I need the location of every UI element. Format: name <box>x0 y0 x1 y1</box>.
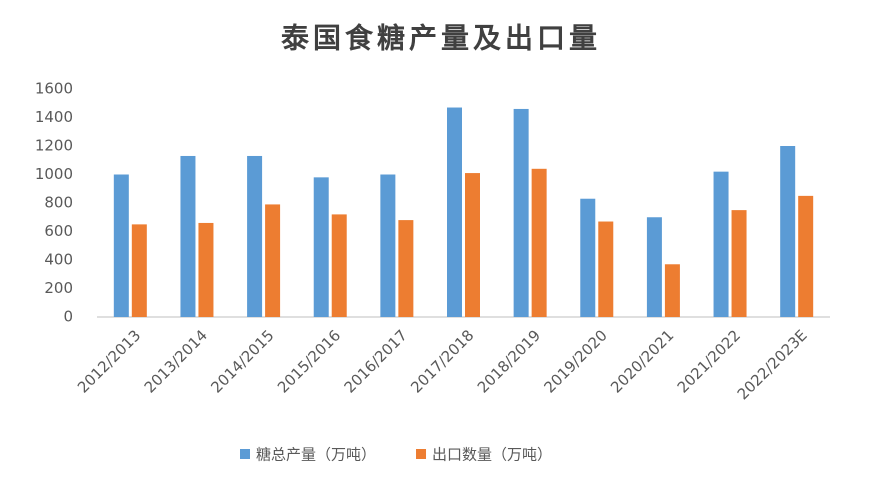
bar <box>313 177 329 317</box>
legend-label: 糖总产量（万吨） <box>256 446 376 464</box>
bar <box>713 171 729 317</box>
x-tick-label: 2022/2023E <box>734 326 811 403</box>
x-tick-label: 2013/2014 <box>141 326 211 396</box>
y-tick-label: 800 <box>44 194 73 212</box>
legend-swatch <box>416 449 427 459</box>
bar <box>465 173 480 317</box>
legend-label: 出口数量（万吨） <box>432 446 552 464</box>
y-tick-label: 1600 <box>35 80 73 98</box>
bar <box>664 264 680 317</box>
bar <box>513 108 529 317</box>
y-tick-label: 400 <box>44 251 73 269</box>
x-tick-label: 2014/2015 <box>207 326 277 396</box>
bar <box>580 198 596 317</box>
bar <box>447 107 462 318</box>
x-tick-label: 2018/2019 <box>474 326 544 396</box>
bar <box>331 214 347 317</box>
bar <box>646 217 662 317</box>
bar <box>198 222 214 317</box>
y-tick-label: 600 <box>44 222 73 240</box>
bar <box>531 168 547 317</box>
y-tick-label: 1200 <box>35 137 73 155</box>
bar <box>113 174 129 317</box>
y-tick-label: 200 <box>44 279 73 297</box>
bar <box>780 146 796 317</box>
x-tick-label: 2017/2018 <box>407 326 477 396</box>
bar <box>247 155 263 317</box>
x-tick-label: 2016/2017 <box>341 326 411 396</box>
x-tick-label: 2015/2016 <box>274 326 344 396</box>
y-tick-label: 0 <box>63 308 73 326</box>
bar <box>131 224 147 317</box>
y-tick-label: 1400 <box>35 108 73 126</box>
bar <box>798 195 814 317</box>
x-tick-label: 2020/2021 <box>607 326 677 396</box>
bar <box>598 221 614 317</box>
chart-title: 泰国食糖产量及出口量 <box>281 22 601 55</box>
y-tick-label: 1000 <box>35 165 73 183</box>
bar <box>398 220 414 317</box>
x-tick-label: 2021/2022 <box>674 326 744 396</box>
bar <box>265 204 281 317</box>
bar <box>380 174 396 317</box>
legend-swatch <box>240 449 250 459</box>
bar <box>731 210 747 317</box>
x-tick-label: 2019/2020 <box>540 326 610 396</box>
bar <box>180 155 196 317</box>
x-tick-label: 2012/2013 <box>74 326 144 396</box>
